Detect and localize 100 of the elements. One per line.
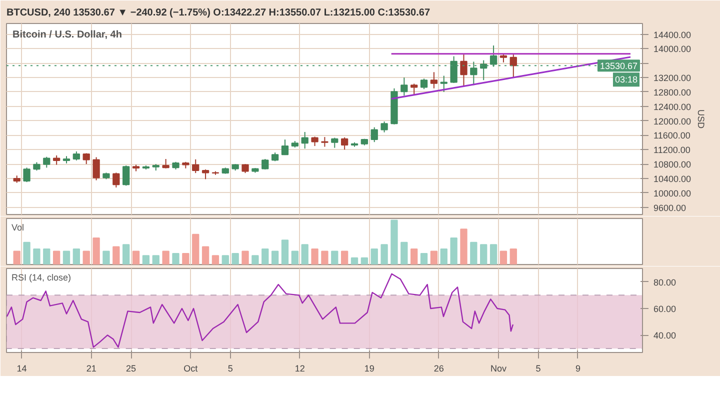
bar <box>400 242 408 264</box>
bar <box>142 255 150 264</box>
bar <box>301 244 308 264</box>
bar <box>410 248 418 264</box>
text: RSI (14, close) <box>12 272 72 282</box>
candlestick <box>242 164 249 174</box>
x-tick-label: 21 <box>86 364 96 374</box>
bar <box>370 248 378 264</box>
candlestick <box>470 61 478 86</box>
candlestick <box>23 167 30 183</box>
bar <box>271 250 279 264</box>
candlestick <box>122 164 130 186</box>
candlestick <box>420 78 428 90</box>
bar <box>132 250 140 264</box>
bar <box>480 244 488 264</box>
x-tick-label: 5 <box>536 364 541 374</box>
y-tick-label: 10800.00 <box>654 160 692 170</box>
bar <box>182 252 190 264</box>
candlestick <box>370 126 378 143</box>
candlestick <box>192 158 200 174</box>
bar <box>311 248 318 264</box>
y-tick-label: 12800.00 <box>654 87 692 98</box>
y-tick-label: 60.00 <box>654 304 676 314</box>
ref-line-label: 13530.67 <box>600 61 638 72</box>
bar <box>23 242 30 264</box>
bar <box>390 220 398 264</box>
candlestick <box>82 152 90 165</box>
bar <box>222 255 229 264</box>
bar <box>490 244 498 264</box>
bar <box>112 246 120 264</box>
bar <box>172 252 180 264</box>
candlestick <box>510 54 517 78</box>
bar <box>43 248 50 264</box>
candlestick <box>311 136 318 147</box>
bar <box>440 248 448 264</box>
bar <box>340 250 348 264</box>
bar <box>321 250 328 264</box>
bar <box>430 250 438 264</box>
candlestick <box>301 131 308 150</box>
candlestick <box>262 158 269 170</box>
y-tick-label: 10400.00 <box>654 174 692 184</box>
candlestick <box>380 121 388 133</box>
bar <box>202 246 210 264</box>
bar <box>350 257 358 264</box>
candlestick <box>162 158 170 169</box>
bar <box>252 255 259 264</box>
bar <box>360 257 368 264</box>
bar <box>162 250 170 264</box>
bar <box>242 250 249 264</box>
bar <box>232 252 239 264</box>
x-tick-label: Nov <box>490 364 507 374</box>
candlestick <box>112 172 120 188</box>
candlestick <box>400 77 408 96</box>
candlestick <box>43 156 50 168</box>
y-tick-label: 11200.00 <box>654 145 690 156</box>
bar <box>500 250 508 264</box>
x-tick-label: 25 <box>126 364 136 374</box>
text: Bitcoin / U.S. Dollar, 4h <box>12 30 122 40</box>
y-tick-label: 14000.00 <box>654 44 692 54</box>
candlestick <box>92 156 100 181</box>
x-tick-label: 9 <box>575 364 580 374</box>
bar <box>102 250 110 264</box>
bar <box>52 250 60 264</box>
bar <box>13 250 20 264</box>
bar <box>450 237 458 264</box>
y-tick-label: 13200.00 <box>654 73 692 84</box>
candlestick <box>440 75 448 92</box>
candlestick <box>460 54 468 88</box>
y-tick-label: 9600.00 <box>654 202 686 213</box>
candlestick <box>281 139 289 156</box>
bar <box>152 255 160 264</box>
bar <box>460 228 468 264</box>
x-tick-label: 19 <box>364 364 374 374</box>
candlestick <box>202 168 210 180</box>
x-tick-label: 5 <box>228 364 233 374</box>
bar <box>510 248 517 264</box>
bar <box>470 242 478 264</box>
y-tick-label: 80.00 <box>654 277 676 288</box>
y-axis-title: USD <box>696 110 706 129</box>
candlestick <box>490 44 498 68</box>
candlestick <box>450 56 458 84</box>
y-tick-label: 14400.00 <box>654 30 692 40</box>
bar <box>62 250 70 264</box>
chart-title: BTCUSD, 240 13530.67 ▼ −240.92 (−1.75%) O:13422.27 H:13550.07 L:13215.00 C:13530.67 <box>6 8 430 18</box>
y-tick-label: 10000.00 <box>654 188 692 198</box>
candlestick <box>72 150 80 161</box>
candlestick <box>480 60 488 81</box>
bar <box>380 244 388 264</box>
candlestick <box>331 137 338 148</box>
bar <box>420 252 428 264</box>
bar <box>192 234 200 264</box>
bar <box>72 248 80 264</box>
bar <box>331 250 338 264</box>
bar <box>33 248 40 264</box>
chart-title: Vol <box>12 222 24 232</box>
bar <box>262 248 269 264</box>
y-tick-label: 12400.00 <box>654 102 692 112</box>
y-tick-label: 11600.00 <box>654 130 690 141</box>
candlestick <box>410 83 418 95</box>
annotation: 03:18 <box>614 74 638 85</box>
